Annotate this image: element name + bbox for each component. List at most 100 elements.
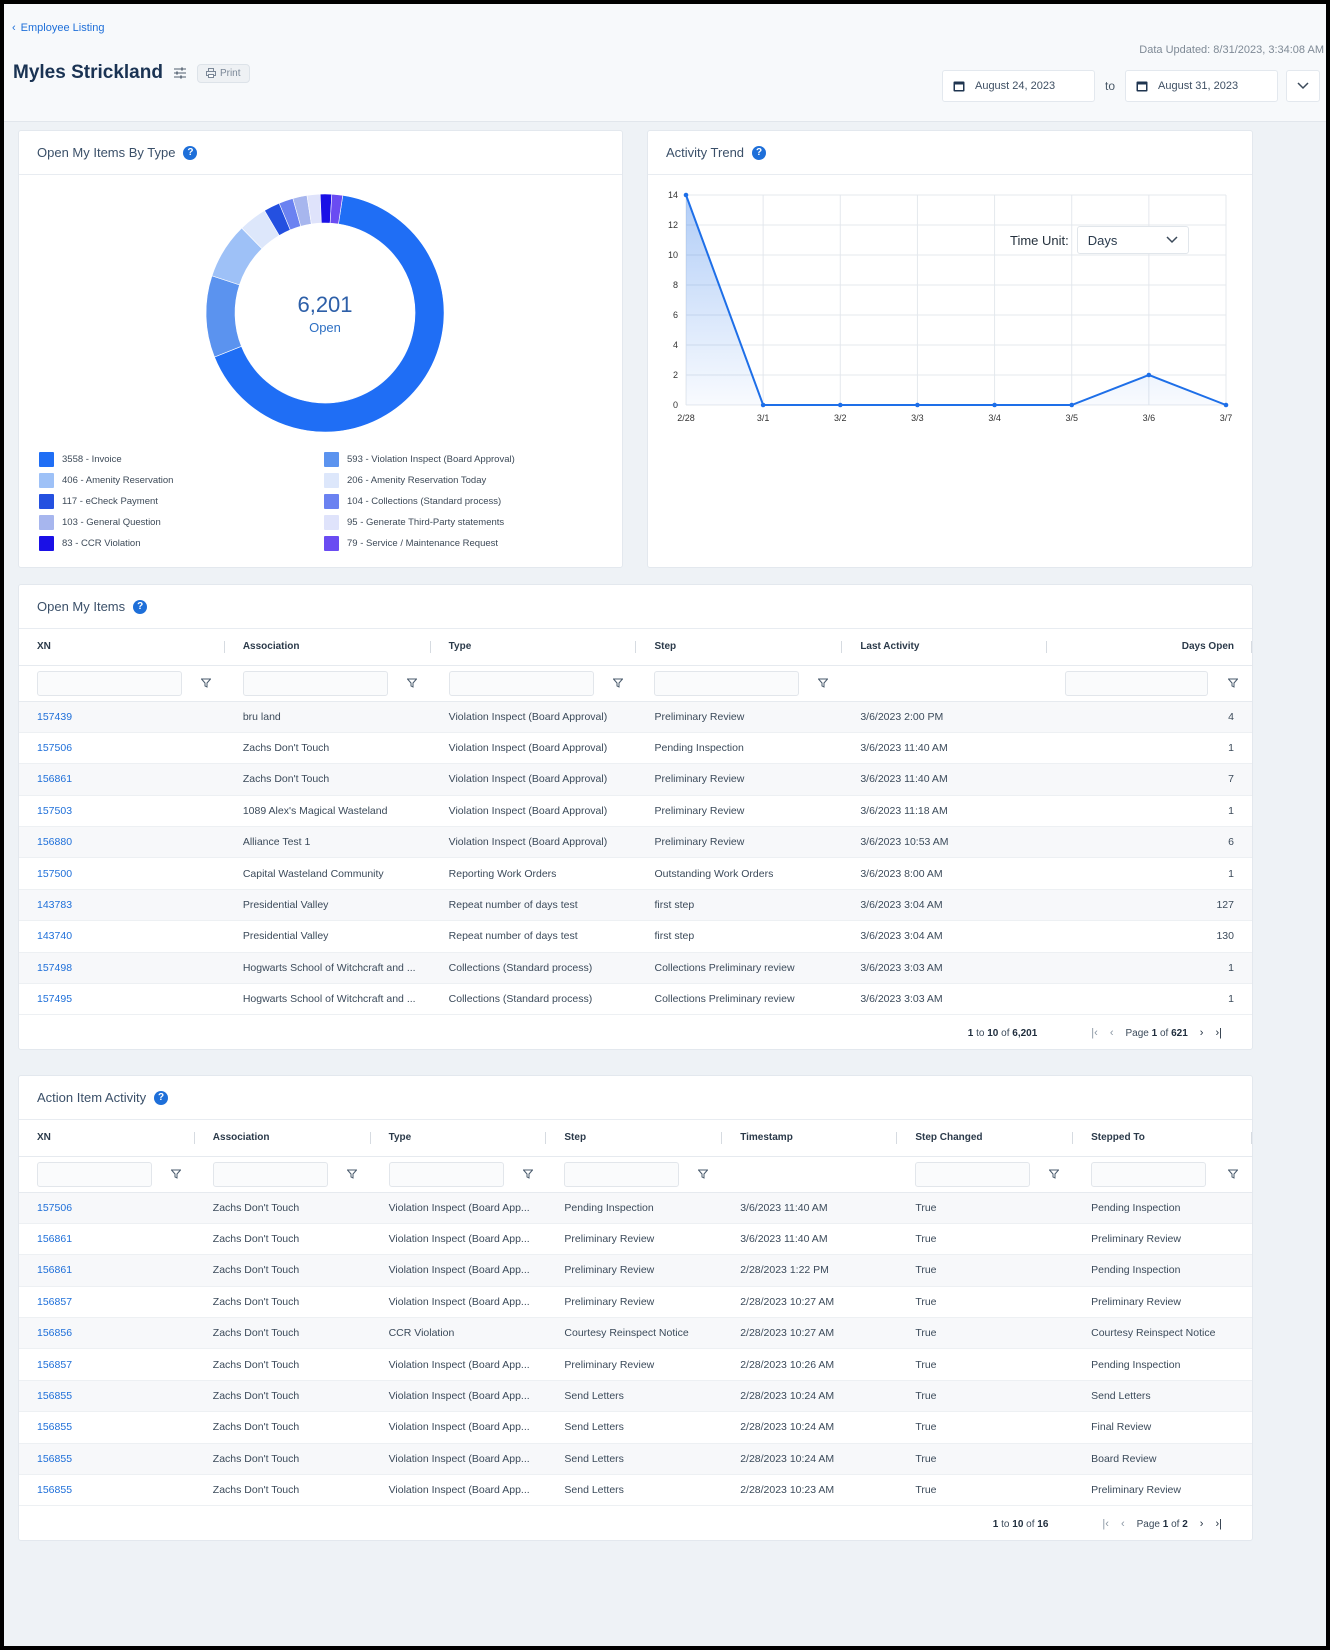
- column-filter-input[interactable]: [388, 1161, 504, 1187]
- help-icon[interactable]: ?: [133, 599, 148, 614]
- data-point[interactable]: [915, 402, 920, 408]
- prev-page-icon[interactable]: ‹: [1109, 1027, 1114, 1039]
- filter-icon[interactable]: [522, 1169, 533, 1179]
- xn-link[interactable]: 157500: [37, 867, 73, 880]
- date-range-dropdown[interactable]: [1286, 70, 1320, 102]
- xn-link[interactable]: 156856: [37, 1327, 73, 1340]
- data-point[interactable]: [837, 402, 843, 408]
- data-point[interactable]: [992, 402, 997, 408]
- column-header[interactable]: Association: [194, 1120, 371, 1157]
- legend-item[interactable]: 83 - CCR Violation: [39, 533, 309, 554]
- print-button[interactable]: Print: [196, 63, 250, 83]
- table-row[interactable]: 157506 Zachs Don't Touch Violation Inspect…: [19, 1192, 1252, 1224]
- column-filter-input[interactable]: [564, 1161, 680, 1187]
- data-point[interactable]: [1146, 372, 1152, 378]
- filter-icon[interactable]: [346, 1169, 357, 1179]
- legend-item[interactable]: 406 - Amenity Reservation: [39, 470, 309, 491]
- table-row[interactable]: 156861 Zachs Don't Touch Violation Inspect…: [19, 1223, 1252, 1256]
- xn-link[interactable]: 156855: [37, 1390, 73, 1403]
- next-page-icon[interactable]: ›: [1199, 1027, 1204, 1039]
- table-row[interactable]: 157495 Hogwarts School of Witchcraft and …: [19, 983, 1252, 1016]
- column-filter-input[interactable]: [242, 670, 388, 696]
- table-row[interactable]: 156855 Zachs Don't Touch Violation Inspect…: [19, 1443, 1252, 1476]
- back-link[interactable]: ‹ Employee Listing: [12, 22, 105, 34]
- xn-link[interactable]: 156861: [37, 1233, 73, 1246]
- first-page-icon[interactable]: |‹: [1091, 1027, 1098, 1039]
- first-page-icon[interactable]: |‹: [1102, 1518, 1109, 1530]
- column-header[interactable]: Timestamp: [722, 1120, 898, 1157]
- column-header[interactable]: Step: [636, 629, 843, 666]
- table-row[interactable]: 156861 Zachs Don't Touch Violation Inspect…: [19, 763, 1252, 796]
- table-row[interactable]: 156856 Zachs Don't Touch CCR Violation Cour…: [19, 1317, 1252, 1350]
- help-icon[interactable]: ?: [752, 145, 767, 160]
- xn-link[interactable]: 157498: [37, 961, 73, 974]
- column-header[interactable]: Days Open: [1047, 629, 1252, 666]
- filter-icon[interactable]: [818, 678, 829, 688]
- column-header[interactable]: Last Activity: [842, 629, 1048, 666]
- column-header[interactable]: Type: [370, 1120, 547, 1157]
- data-point[interactable]: [1223, 402, 1229, 408]
- legend-item[interactable]: 95 - Generate Third-Party statements: [324, 512, 594, 533]
- xn-link[interactable]: 157503: [37, 804, 73, 817]
- column-filter-input[interactable]: [1065, 670, 1209, 696]
- xn-link[interactable]: 157506: [37, 1201, 73, 1214]
- table-row[interactable]: 157500 Capital Wasteland Community Reporti…: [19, 857, 1252, 890]
- table-row[interactable]: 143740 Presidential Valley Repeat number o…: [19, 920, 1252, 953]
- filter-icon[interactable]: [406, 678, 417, 688]
- table-row[interactable]: 156880 Alliance Test 1 Violation Inspect (…: [19, 826, 1252, 859]
- help-icon[interactable]: ?: [154, 1090, 169, 1105]
- column-filter-input[interactable]: [915, 1161, 1031, 1187]
- xn-link[interactable]: 157439: [37, 710, 73, 723]
- filter-icon[interactable]: [171, 1169, 181, 1179]
- table-row[interactable]: 156855 Zachs Don't Touch Violation Inspect…: [19, 1474, 1252, 1507]
- xn-link[interactable]: 156857: [37, 1295, 73, 1308]
- table-row[interactable]: 156855 Zachs Don't Touch Violation Inspect…: [19, 1380, 1252, 1413]
- column-filter-input[interactable]: [212, 1161, 328, 1187]
- filter-icon[interactable]: [1228, 1169, 1239, 1179]
- date-from-picker[interactable]: August 24, 2023: [941, 70, 1095, 102]
- column-header[interactable]: Association: [224, 629, 431, 666]
- table-row[interactable]: 156861 Zachs Don't Touch Violation Inspect…: [19, 1254, 1252, 1287]
- xn-link[interactable]: 156861: [37, 773, 73, 786]
- table-row[interactable]: 157439 bru land Violation Inspect (Board A…: [19, 701, 1252, 733]
- sliders-icon[interactable]: [173, 66, 187, 80]
- help-icon[interactable]: ?: [183, 145, 198, 160]
- column-header[interactable]: XN: [19, 629, 225, 666]
- column-filter-input[interactable]: [1091, 1161, 1207, 1187]
- column-header[interactable]: Step: [546, 1120, 723, 1157]
- column-filter-input[interactable]: [654, 670, 800, 696]
- xn-link[interactable]: 156861: [37, 1264, 73, 1277]
- table-row[interactable]: 157498 Hogwarts School of Witchcraft and …: [19, 952, 1252, 985]
- filter-icon[interactable]: [1049, 1169, 1060, 1179]
- table-row[interactable]: 156857 Zachs Don't Touch Violation Inspect…: [19, 1348, 1252, 1381]
- donut-slice[interactable]: [214, 194, 445, 433]
- legend-item[interactable]: 3558 - Invoice: [39, 449, 309, 470]
- xn-link[interactable]: 156855: [37, 1452, 73, 1465]
- table-row[interactable]: 157503 1089 Alex's Magical Wasteland Viola…: [19, 795, 1252, 828]
- last-page-icon[interactable]: ›|: [1215, 1027, 1222, 1039]
- legend-item[interactable]: 206 - Amenity Reservation Today: [324, 470, 594, 491]
- data-point[interactable]: [1069, 402, 1075, 408]
- column-header[interactable]: Step Changed: [897, 1120, 1074, 1157]
- column-header[interactable]: Stepped To: [1073, 1120, 1252, 1157]
- filter-icon[interactable]: [1228, 678, 1239, 688]
- table-row[interactable]: 156855 Zachs Don't Touch Violation Inspect…: [19, 1411, 1252, 1444]
- filter-icon[interactable]: [612, 678, 623, 688]
- prev-page-icon[interactable]: ‹: [1120, 1518, 1125, 1530]
- table-row[interactable]: 157506 Zachs Don't Touch Violation Inspect…: [19, 732, 1252, 765]
- legend-item[interactable]: 593 - Violation Inspect (Board Approval): [324, 449, 594, 470]
- date-to-picker[interactable]: August 31, 2023: [1125, 70, 1278, 102]
- xn-link[interactable]: 156857: [37, 1358, 73, 1371]
- xn-link[interactable]: 157495: [37, 993, 73, 1006]
- column-filter-input[interactable]: [37, 1161, 152, 1187]
- last-page-icon[interactable]: ›|: [1215, 1518, 1222, 1530]
- xn-link[interactable]: 156855: [37, 1484, 73, 1497]
- column-header[interactable]: XN: [19, 1120, 195, 1157]
- xn-link[interactable]: 156855: [37, 1421, 73, 1434]
- data-point[interactable]: [760, 402, 766, 408]
- legend-item[interactable]: 79 - Service / Maintenance Request: [324, 533, 594, 554]
- column-filter-input[interactable]: [448, 670, 594, 696]
- time-unit-select[interactable]: Days: [1076, 226, 1189, 254]
- xn-link[interactable]: 156880: [37, 836, 73, 849]
- legend-item[interactable]: 104 - Collections (Standard process): [324, 491, 594, 512]
